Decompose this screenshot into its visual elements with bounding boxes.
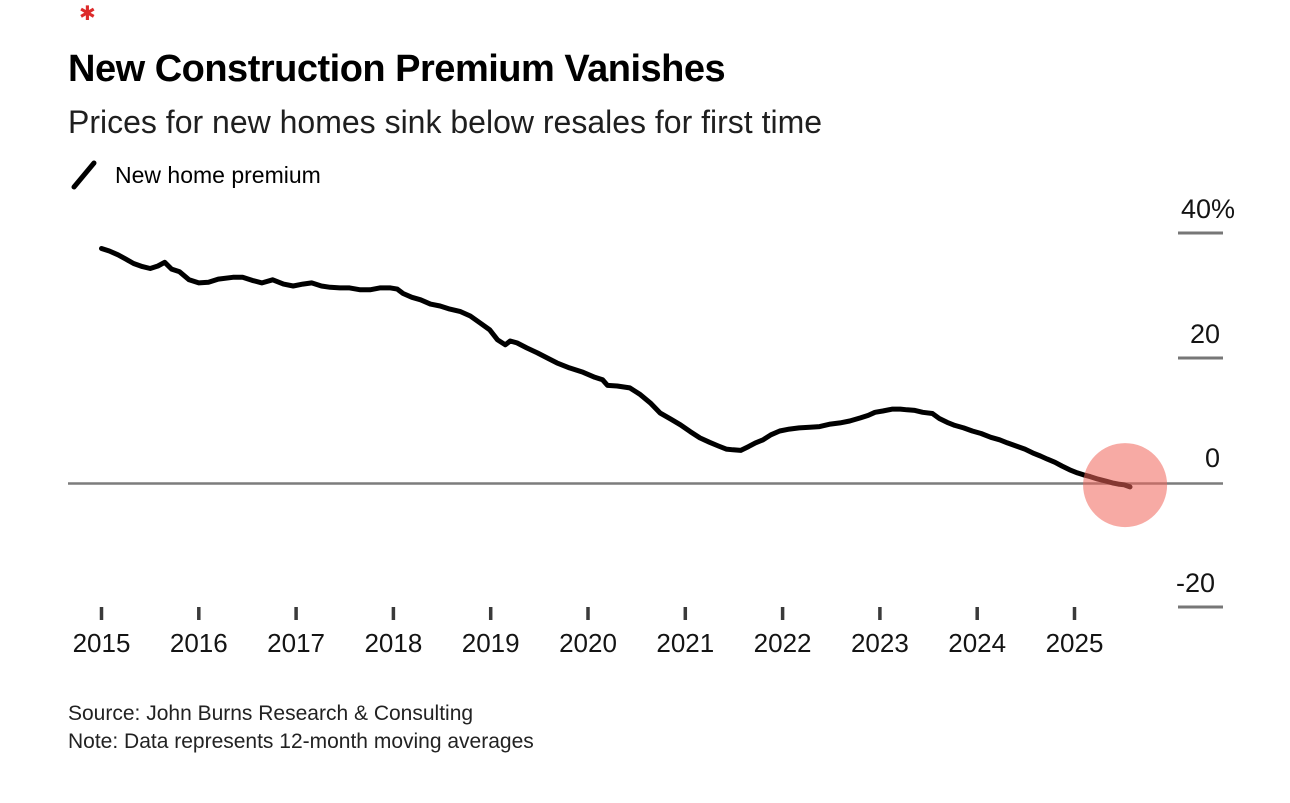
- legend-label: New home premium: [115, 161, 321, 188]
- note-line: Note: Data represents 12-month moving av…: [68, 730, 534, 753]
- y-axis-label: 40%: [1181, 194, 1236, 224]
- x-axis-label: 2021: [656, 628, 715, 658]
- red-asterisk-icon: ✱: [79, 3, 96, 25]
- line-series-icon: [71, 160, 97, 190]
- premium-line: [99, 246, 1133, 490]
- x-axis-tick: [586, 607, 590, 620]
- x-axis-label: 2023: [850, 628, 909, 658]
- x-axis-label: 2017: [267, 628, 326, 658]
- x-axis-label: 2025: [1045, 628, 1104, 658]
- x-axis-label: 2016: [169, 628, 228, 658]
- line-chart: [68, 231, 1223, 620]
- x-axis-tick: [294, 607, 298, 620]
- y-axis-label: 20: [1190, 319, 1221, 349]
- x-axis-label: 2020: [559, 628, 617, 658]
- chart-title: New Construction Premium Vanishes: [68, 48, 726, 90]
- x-axis-tick: [99, 607, 104, 620]
- x-axis-label: 2019: [461, 628, 520, 658]
- x-axis-tick: [488, 607, 493, 620]
- legend: New home premium: [70, 158, 321, 192]
- x-axis-tick: [683, 607, 688, 620]
- x-axis-label: 2018: [364, 628, 423, 658]
- x-axis-tick: [197, 607, 201, 620]
- x-axis-tick: [878, 607, 882, 620]
- x-axis-tick: [780, 607, 785, 620]
- chart-subtitle: Prices for new homes sink below resales …: [68, 104, 823, 140]
- x-axis-label: 2015: [72, 628, 131, 658]
- source-line: Source: John Burns Research & Consulting: [68, 702, 474, 725]
- y-axis-label: -20: [1176, 568, 1216, 598]
- x-axis-tick: [975, 607, 979, 620]
- x-axis-label: 2022: [753, 628, 812, 658]
- highlight-circle: [1083, 443, 1168, 528]
- x-axis-tick: [391, 607, 396, 620]
- x-axis-label: 2024: [948, 628, 1007, 658]
- chart-footer: Source: John Burns Research & Consulting…: [68, 700, 534, 756]
- y-axis-label: 0: [1205, 443, 1221, 473]
- x-axis-tick: [1072, 607, 1077, 620]
